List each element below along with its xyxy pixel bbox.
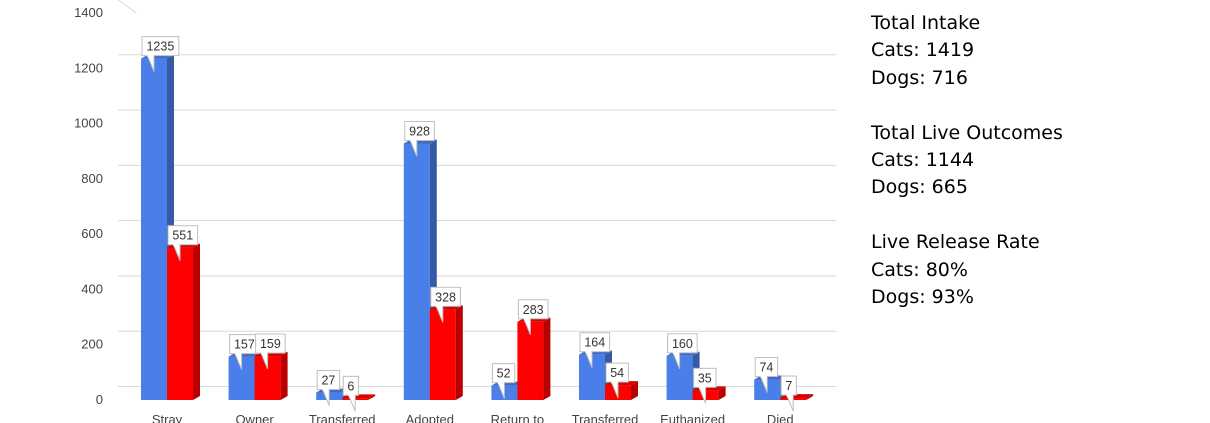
- release-rate-dogs: Dogs: 93%: [871, 286, 974, 309]
- bar-chart: 0 200 400 600 800 1000 1200 1400 1235 551 157 159 2…: [74, 0, 836, 423]
- svg-text:35: 35: [698, 371, 712, 385]
- svg-text:27: 27: [321, 374, 335, 388]
- svg-text:157: 157: [234, 338, 255, 352]
- svg-text:7: 7: [785, 379, 792, 393]
- y-tick-label: 1400: [74, 5, 103, 20]
- svg-text:74: 74: [759, 361, 773, 375]
- data-label: 52: [491, 363, 516, 399]
- y-tick-label: 1000: [74, 116, 103, 131]
- live-outcomes-block: Total Live Outcomes Cats: 1144 Dogs: 665: [871, 120, 1063, 202]
- data-label: 928: [404, 120, 435, 157]
- svg-text:159: 159: [260, 337, 281, 351]
- svg-text:164: 164: [584, 336, 605, 350]
- svg-text:551: 551: [172, 229, 193, 243]
- y-tick-label: 200: [81, 337, 103, 352]
- y-tick-label: 1200: [74, 60, 103, 75]
- data-label: 164: [579, 332, 611, 368]
- svg-text:54: 54: [610, 366, 624, 380]
- data-label: 6: [342, 375, 359, 412]
- svg-text:1235: 1235: [146, 40, 174, 54]
- x-tick-label: Stray: [152, 412, 183, 423]
- data-label: 7: [780, 375, 797, 412]
- data-label: 160: [667, 333, 698, 369]
- summary-panel: Total Intake Cats: 1419 Dogs: 716 Total …: [871, 10, 1063, 339]
- gridlines: [117, 0, 836, 387]
- x-tick-label: Died: [767, 412, 794, 423]
- svg-text:52: 52: [497, 367, 511, 381]
- data-label: 35: [693, 367, 717, 404]
- x-tick-label: Transferred: [309, 412, 376, 423]
- intake-block: Total Intake Cats: 1419 Dogs: 716: [871, 10, 1063, 92]
- x-axis: Stray Owner Transferred Adopted Return to Tra…: [152, 412, 794, 423]
- x-tick-label: Euthanized: [660, 412, 725, 423]
- release-rate-block: Live Release Rate Cats: 80% Dogs: 93%: [871, 229, 1063, 311]
- y-tick-label: 400: [81, 281, 103, 296]
- x-tick-label: Return to: [491, 412, 544, 423]
- bar: [692, 386, 726, 400]
- release-rate-cats: Cats: 80%: [871, 258, 968, 281]
- data-label: 27: [316, 370, 341, 406]
- y-tick-label: 600: [81, 226, 103, 241]
- data-label: 328: [430, 286, 461, 323]
- live-outcomes-dogs: Dogs: 665: [871, 176, 968, 199]
- data-label: 74: [754, 357, 779, 393]
- intake-title: Total Intake: [871, 12, 981, 34]
- svg-text:6: 6: [347, 379, 354, 393]
- bar: [429, 305, 463, 400]
- release-rate-title: Live Release Rate: [871, 231, 1040, 254]
- data-label: 1235: [141, 36, 180, 72]
- intake-dogs: Dogs: 716: [871, 66, 968, 89]
- bar: [254, 352, 288, 400]
- x-tick-label: Owner: [235, 412, 274, 423]
- svg-text:160: 160: [672, 337, 693, 351]
- svg-text:283: 283: [523, 303, 544, 317]
- intake-cats: Cats: 1419: [871, 39, 975, 62]
- svg-text:928: 928: [409, 124, 430, 138]
- axis-edge: [117, 0, 137, 14]
- bar: [167, 243, 200, 400]
- live-outcomes-cats: Cats: 1144: [871, 149, 975, 172]
- y-tick-label: 800: [81, 171, 103, 186]
- bars: [141, 54, 814, 400]
- data-label: 54: [605, 362, 629, 399]
- data-label: 283: [517, 299, 549, 335]
- svg-text:328: 328: [435, 290, 456, 304]
- bar: [605, 381, 638, 400]
- data-label: 159: [255, 333, 286, 370]
- data-labels: 1235 551 157 159 27 6 928 328 52 283 164 54 160 35 74 7: [141, 36, 797, 412]
- data-label: 551: [167, 225, 199, 261]
- y-axis: 0 200 400 600 800 1000 1200 1400: [74, 5, 103, 407]
- live-outcomes-title: Total Live Outcomes: [871, 121, 1063, 144]
- x-tick-label: Adopted: [406, 412, 454, 423]
- y-tick-label: 0: [96, 392, 103, 407]
- bar: [517, 317, 551, 400]
- x-tick-label: Transferred: [572, 412, 639, 423]
